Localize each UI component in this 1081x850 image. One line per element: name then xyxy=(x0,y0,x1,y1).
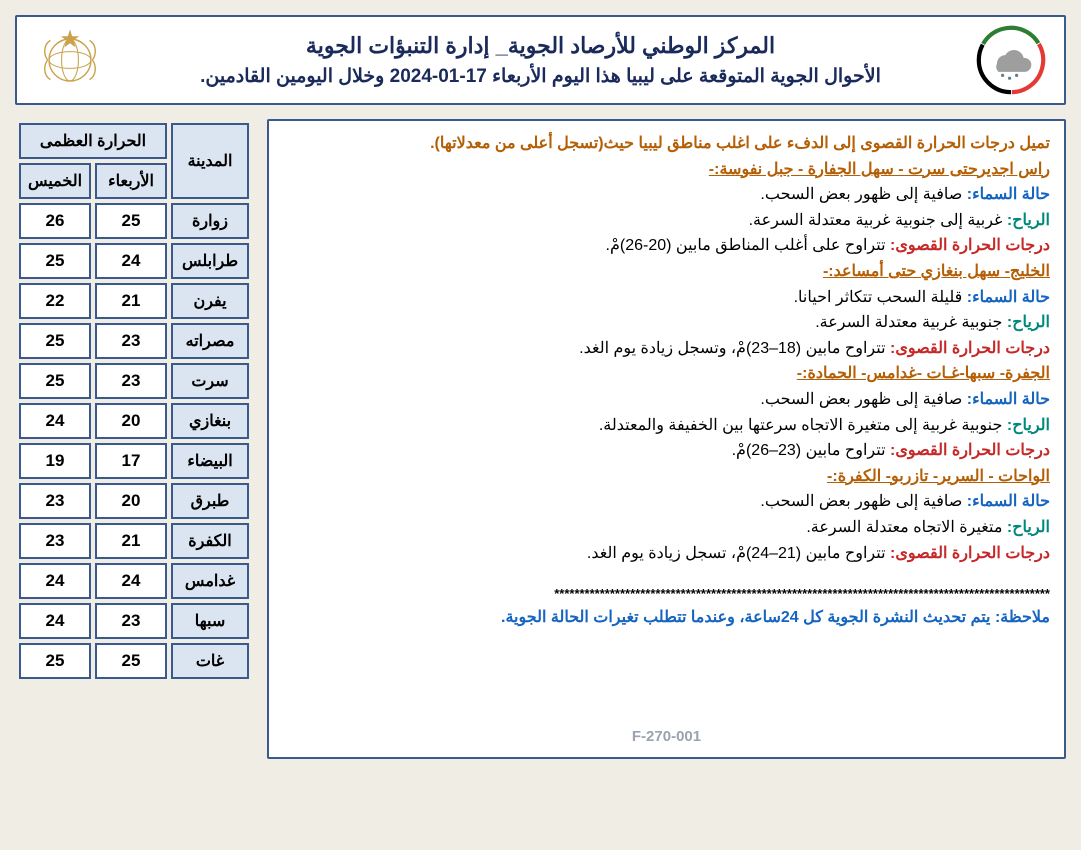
region-name: الخليج- سهل بنغازي حتى أمساعد:- xyxy=(283,259,1050,285)
cell-wed: 21 xyxy=(95,523,167,559)
cell-thu: 23 xyxy=(19,523,91,559)
cell-wed: 24 xyxy=(95,563,167,599)
cell-thu: 23 xyxy=(19,483,91,519)
region-temp: درجات الحرارة القصوى: تتراوح مابين (18–2… xyxy=(283,336,1050,362)
region-wind: الرياح: جنوبية غربية إلى متغيرة الاتجاه … xyxy=(283,413,1050,439)
region-wind: الرياح: متغيرة الاتجاه معتدلة السرعة. xyxy=(283,515,1050,541)
table-row: طبرق2023 xyxy=(19,483,249,519)
cell-city: الكفرة xyxy=(171,523,249,559)
cell-wed: 21 xyxy=(95,283,167,319)
region-block: الخليج- سهل بنغازي حتى أمساعد:-حالة السم… xyxy=(283,259,1050,361)
cell-thu: 22 xyxy=(19,283,91,319)
cell-city: يفرن xyxy=(171,283,249,319)
header-title: المركز الوطني للأرصاد الجوية_ إدارة التن… xyxy=(105,33,976,59)
cell-city: غدامس xyxy=(171,563,249,599)
th-day-wed: الأربعاء xyxy=(95,163,167,199)
region-block: راس اجديرحتى سرت - سهل الجفارة - جبل نفو… xyxy=(283,157,1050,259)
note-label: ملاحظة: xyxy=(995,609,1050,626)
cell-city: طبرق xyxy=(171,483,249,519)
table-row: طرابلس2425 xyxy=(19,243,249,279)
th-day-thu: الخميس xyxy=(19,163,91,199)
cell-wed: 25 xyxy=(95,643,167,679)
cell-thu: 24 xyxy=(19,403,91,439)
table-row: يفرن2122 xyxy=(19,283,249,319)
separator-stars: ****************************************… xyxy=(283,584,1050,605)
logo-left-wmo-icon xyxy=(35,25,105,95)
document-code: F-270-001 xyxy=(632,725,701,749)
table-row: الكفرة2123 xyxy=(19,523,249,559)
table-row: زوارة2526 xyxy=(19,203,249,239)
cell-thu: 26 xyxy=(19,203,91,239)
cell-wed: 17 xyxy=(95,443,167,479)
region-name: راس اجديرحتى سرت - سهل الجفارة - جبل نفو… xyxy=(283,157,1050,183)
cell-city: مصراته xyxy=(171,323,249,359)
table-row: مصراته2325 xyxy=(19,323,249,359)
logo-right-cloud-icon xyxy=(976,25,1046,95)
cell-thu: 19 xyxy=(19,443,91,479)
th-max-temp: الحرارة العظمى xyxy=(19,123,167,159)
table-row: سرت2325 xyxy=(19,363,249,399)
cell-city: بنغازي xyxy=(171,403,249,439)
table-row: غات2525 xyxy=(19,643,249,679)
cell-thu: 25 xyxy=(19,323,91,359)
cell-city: طرابلس xyxy=(171,243,249,279)
cell-thu: 25 xyxy=(19,643,91,679)
cell-city: غات xyxy=(171,643,249,679)
table-row: غدامس2424 xyxy=(19,563,249,599)
region-temp: درجات الحرارة القصوى: تتراوح على أغلب ال… xyxy=(283,233,1050,259)
region-block: الجفرة- سبها-غـات -غدامس- الحمادة:-حالة … xyxy=(283,361,1050,463)
region-name: الواحات - السرير- تازربو- الكفرة:- xyxy=(283,464,1050,490)
region-name: الجفرة- سبها-غـات -غدامس- الحمادة:- xyxy=(283,361,1050,387)
region-sky: حالة السماء: صافية إلى ظهور بعض السحب. xyxy=(283,489,1050,515)
region-temp: درجات الحرارة القصوى: تتراوح مابين (21–2… xyxy=(283,541,1050,567)
temperature-table: المدينة الحرارة العظمى الأربعاء الخميس ز… xyxy=(15,119,253,683)
region-sky: حالة السماء: صافية إلى ظهور بعض السحب. xyxy=(283,387,1050,413)
region-block: الواحات - السرير- تازربو- الكفرة:-حالة ا… xyxy=(283,464,1050,566)
cell-city: سرت xyxy=(171,363,249,399)
cell-city: سبها xyxy=(171,603,249,639)
th-city: المدينة xyxy=(171,123,249,199)
summary-line: تميل درجات الحرارة القصوى إلى الدفء على … xyxy=(283,131,1050,157)
cell-wed: 23 xyxy=(95,603,167,639)
cell-wed: 20 xyxy=(95,403,167,439)
cell-wed: 20 xyxy=(95,483,167,519)
header-subtitle: الأحوال الجوية المتوقعة على ليبيا هذا ال… xyxy=(105,65,976,88)
region-wind: الرياح: جنوبية غربية معتدلة السرعة. xyxy=(283,310,1050,336)
cell-thu: 24 xyxy=(19,603,91,639)
region-temp: درجات الحرارة القصوى: تتراوح مابين (23–2… xyxy=(283,438,1050,464)
note-text: يتم تحديث النشرة الجوية كل 24ساعة، وعندم… xyxy=(501,609,990,626)
header-box: المركز الوطني للأرصاد الجوية_ إدارة التن… xyxy=(15,15,1066,105)
table-row: بنغازي2024 xyxy=(19,403,249,439)
region-sky: حالة السماء: قليلة السحب تتكاثر احيانا. xyxy=(283,285,1050,311)
note-line: ملاحظة: يتم تحديث النشرة الجوية كل 24ساع… xyxy=(283,605,1050,631)
cell-city: زوارة xyxy=(171,203,249,239)
region-sky: حالة السماء: صافية إلى ظهور بعض السحب. xyxy=(283,182,1050,208)
cell-wed: 25 xyxy=(95,203,167,239)
region-wind: الرياح: غربية إلى جنوبية غربية معتدلة ال… xyxy=(283,208,1050,234)
cell-wed: 24 xyxy=(95,243,167,279)
table-row: سبها2324 xyxy=(19,603,249,639)
cell-city: البيضاء xyxy=(171,443,249,479)
cell-wed: 23 xyxy=(95,323,167,359)
cell-thu: 25 xyxy=(19,243,91,279)
table-row: البيضاء1719 xyxy=(19,443,249,479)
cell-thu: 24 xyxy=(19,563,91,599)
cell-wed: 23 xyxy=(95,363,167,399)
forecast-box: تميل درجات الحرارة القصوى إلى الدفء على … xyxy=(267,119,1066,759)
cell-thu: 25 xyxy=(19,363,91,399)
